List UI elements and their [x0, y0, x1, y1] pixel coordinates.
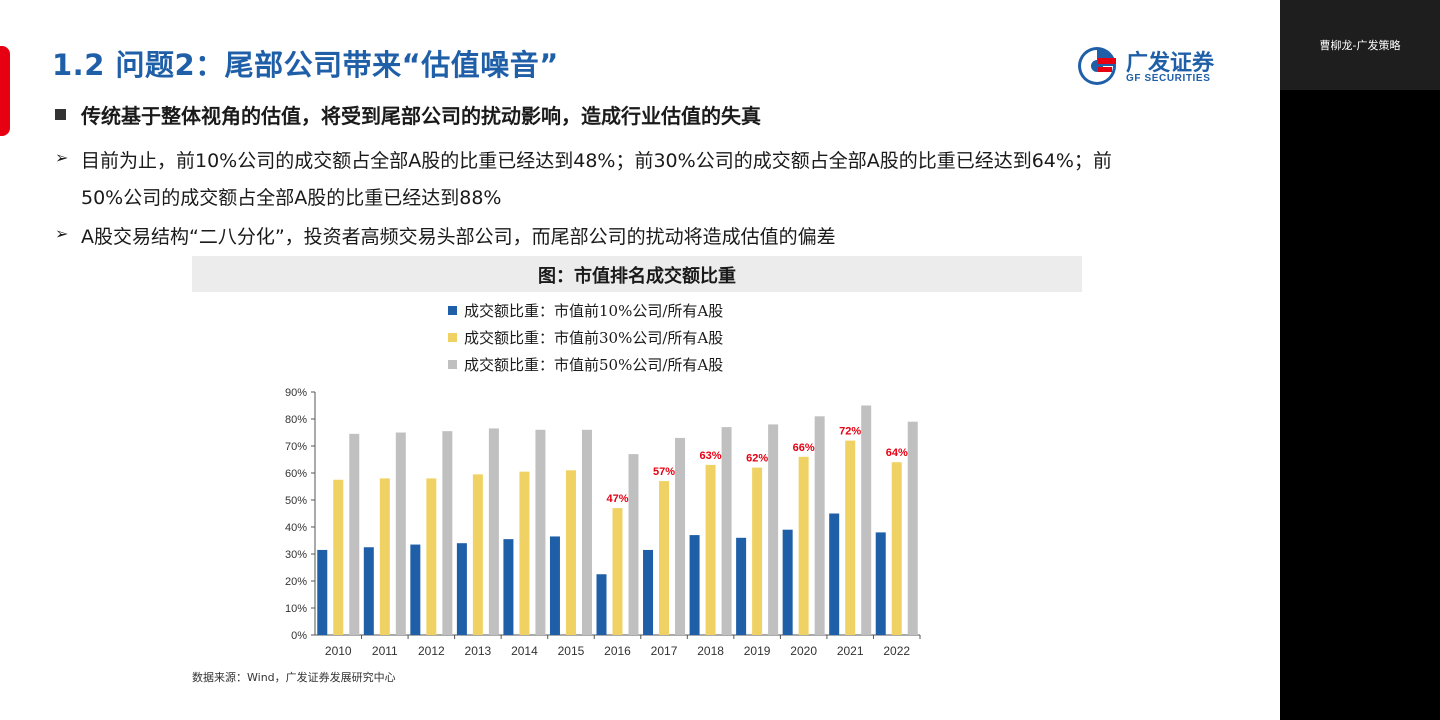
data-label: 62% [746, 453, 768, 465]
bar [721, 427, 732, 635]
bar [875, 532, 886, 635]
logo-chinese-text: 广发证券 [1126, 51, 1215, 76]
slide: 1.2 问题2：尾部公司带来“估值噪音” 广发证券 GF SECURITIES … [0, 44, 1236, 684]
y-tick-label: 50% [285, 495, 307, 507]
y-tick-label: 90% [285, 387, 307, 399]
legend-label: 成交额比重：市值前50%公司/所有A股 [464, 356, 724, 374]
bar [659, 481, 670, 635]
x-tick-label: 2011 [372, 644, 398, 658]
bullet-2-line-1: A股交易结构“二八分化”，投资者高频交易头部公司，而尾部公司的扰动将造成估值的偏… [81, 226, 836, 248]
data-label: 57% [653, 466, 675, 478]
x-tick-label: 2010 [325, 644, 352, 658]
bar [628, 454, 639, 635]
data-label: 64% [886, 447, 908, 459]
y-tick-label: 10% [285, 603, 307, 615]
bar [752, 467, 763, 635]
x-tick-label: 2021 [837, 644, 864, 658]
bar [845, 440, 856, 635]
gf-logo: 广发证券 GF SECURITIES [1076, 44, 1236, 88]
bar [549, 536, 560, 635]
x-tick-label: 2016 [604, 644, 631, 658]
bar [503, 539, 514, 635]
figure-title-bar: 图：市值排名成交额比重 [192, 256, 1082, 292]
bar [410, 544, 421, 635]
bar [488, 428, 499, 635]
bar [891, 462, 902, 635]
legend-swatch [448, 333, 457, 342]
data-label: 72% [839, 426, 861, 438]
bar [861, 405, 872, 635]
bullet-1-line-2: 50%公司的成交额占全部A股的比重已经达到88% [81, 187, 502, 209]
data-label: 47% [606, 493, 628, 505]
x-tick-label: 2012 [418, 644, 445, 658]
bar [565, 470, 576, 635]
bar [675, 437, 686, 635]
square-bullet-icon [55, 109, 66, 120]
bar [349, 433, 360, 635]
legend-label: 成交额比重：市值前30%公司/所有A股 [464, 329, 724, 347]
x-tick-label: 2017 [651, 644, 678, 658]
speaker-name: 曹柳龙-广发策略 [1319, 39, 1401, 52]
bar [472, 474, 483, 635]
speaker-tile[interactable]: 曹柳龙-广发策略 [1280, 0, 1440, 90]
y-tick-label: 60% [285, 468, 307, 480]
y-tick-label: 0% [291, 630, 307, 642]
bar [736, 537, 747, 635]
bar [798, 456, 809, 635]
bar [535, 429, 546, 635]
legend-swatch [448, 306, 457, 315]
bar [581, 429, 592, 635]
x-tick-label: 2015 [558, 644, 585, 658]
y-tick-label: 30% [285, 549, 307, 561]
bar [782, 529, 793, 635]
legend-label: 成交额比重：市值前10%公司/所有A股 [464, 302, 724, 320]
headline: 传统基于整体视角的估值，将受到尾部公司的扰动影响，造成行业估值的失真 [81, 104, 761, 128]
legend-swatch [448, 360, 457, 369]
bar [907, 421, 918, 635]
video-side-panel: 曹柳龙-广发策略 [1280, 0, 1440, 720]
logo-english-text: GF SECURITIES [1126, 73, 1211, 84]
arrow-bullet-icon: ➢ [55, 226, 69, 243]
bar [456, 543, 467, 635]
data-label: 66% [793, 442, 815, 454]
bar [426, 478, 437, 635]
bar [689, 535, 700, 635]
bar [395, 432, 406, 635]
slide-title: 1.2 问题2：尾部公司带来“估值噪音” [52, 48, 559, 82]
bar [333, 479, 344, 635]
data-label: 63% [700, 450, 722, 462]
bar [612, 508, 623, 635]
bullet-1-line-1: 目前为止，前10%公司的成交额占全部A股的比重已经达到48%；前30%公司的成交… [81, 150, 1112, 172]
bar [829, 513, 840, 635]
x-tick-label: 2020 [790, 644, 817, 658]
bar [705, 464, 716, 635]
x-tick-label: 2019 [744, 644, 771, 658]
bar [643, 549, 654, 635]
figure-title: 图：市值排名成交额比重 [538, 266, 736, 287]
slide-accent-tab [0, 46, 10, 136]
bar [596, 574, 607, 635]
bar [768, 424, 779, 635]
x-tick-label: 2014 [511, 644, 538, 658]
y-tick-label: 40% [285, 522, 307, 534]
arrow-bullet-icon: ➢ [55, 150, 69, 167]
y-tick-label: 20% [285, 576, 307, 588]
bar [379, 478, 390, 635]
x-tick-label: 2022 [883, 644, 910, 658]
bar [363, 547, 374, 635]
bar [317, 549, 328, 635]
gf-logo-icon [1078, 47, 1116, 85]
x-tick-label: 2013 [465, 644, 492, 658]
bar [814, 416, 825, 635]
data-source-note: 数据来源：Wind，广发证券发展研究中心 [192, 671, 396, 684]
y-tick-label: 70% [285, 441, 307, 453]
y-tick-label: 80% [285, 414, 307, 426]
bar [442, 431, 453, 635]
bar [519, 471, 530, 635]
x-tick-label: 2018 [697, 644, 724, 658]
bar-chart: 0% 10% 20% 30% 40% 50% 60% 70% 80% 90% 2010 2011 201… [285, 387, 921, 658]
